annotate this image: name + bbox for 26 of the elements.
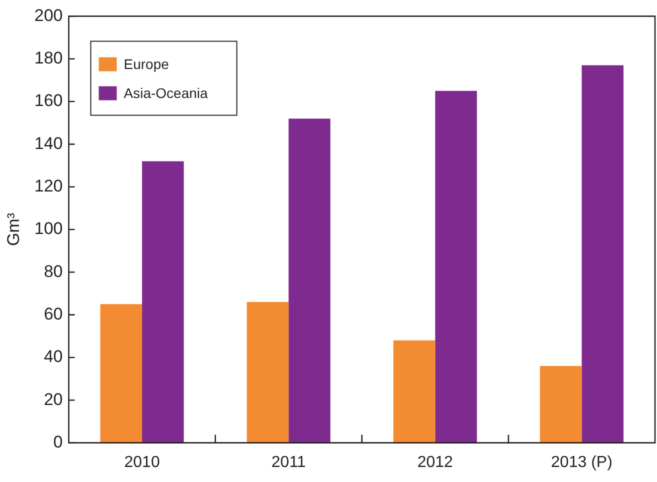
y-tick-label: 20 xyxy=(44,390,63,409)
bar xyxy=(288,118,330,443)
x-tick-label: 2011 xyxy=(271,454,306,471)
y-tick-label: 200 xyxy=(34,6,63,25)
x-tick-label: 2013 (P) xyxy=(551,454,612,471)
y-tick-label: 40 xyxy=(44,347,63,366)
bar xyxy=(142,161,184,443)
y-tick-label: 100 xyxy=(34,219,63,238)
bar xyxy=(435,90,477,443)
y-tick-label: 80 xyxy=(44,262,63,281)
y-axis-title: Gm³ xyxy=(4,212,23,246)
y-tick-label: 140 xyxy=(34,134,63,153)
y-tick-label: 180 xyxy=(34,48,63,68)
bar xyxy=(100,304,142,443)
y-tick-label: 160 xyxy=(34,91,63,110)
y-tick-label: 0 xyxy=(53,432,63,452)
bar xyxy=(246,302,289,443)
legend-label: Europe xyxy=(124,56,170,72)
bar xyxy=(393,340,436,443)
y-tick-label: 60 xyxy=(44,304,63,324)
y-tick-label: 120 xyxy=(34,176,63,196)
bar xyxy=(582,65,624,443)
x-tick-label: 2010 xyxy=(124,454,160,471)
x-tick-label: 2012 xyxy=(417,454,454,471)
bar xyxy=(540,366,582,443)
legend-label: Asia-Oceania xyxy=(124,85,208,102)
